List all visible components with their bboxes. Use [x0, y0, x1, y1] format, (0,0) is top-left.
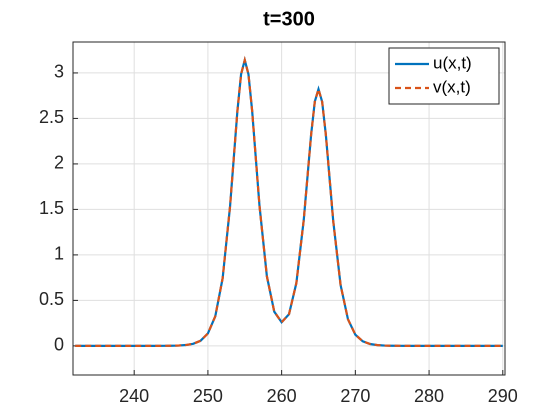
x-tick-label: 280	[414, 386, 444, 406]
chart-title: t=300	[263, 8, 315, 30]
y-tick-label: 0	[54, 335, 64, 355]
legend-label: v(x,t)	[433, 77, 471, 96]
x-tick-label: 250	[193, 386, 223, 406]
x-tick-label: 270	[340, 386, 370, 406]
data-line	[75, 55, 503, 347]
legend-box	[388, 47, 500, 105]
x-tick-label: 240	[119, 386, 149, 406]
y-tick-label: 0.5	[39, 289, 64, 309]
y-tick-label: 1.5	[39, 198, 64, 218]
x-tick-label: 260	[267, 386, 297, 406]
y-tick-label: 2.5	[39, 107, 64, 127]
y-tick-label: 2	[54, 153, 64, 173]
x-tick-label: 290	[488, 386, 518, 406]
axes-box	[72, 41, 506, 376]
y-tick-label: 3	[54, 62, 64, 82]
y-tick-label: 1	[54, 244, 64, 264]
legend-label: u(x,t)	[433, 53, 472, 72]
